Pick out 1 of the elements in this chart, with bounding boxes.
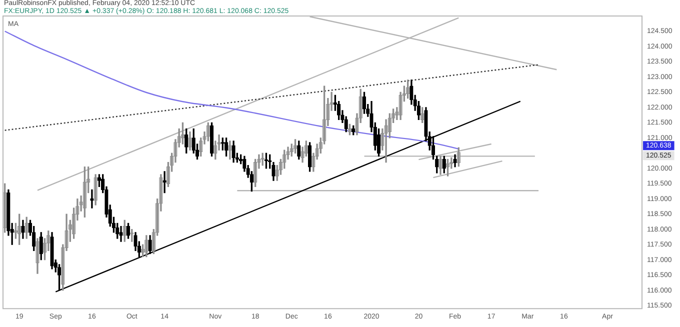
line-series — [4, 30, 460, 150]
